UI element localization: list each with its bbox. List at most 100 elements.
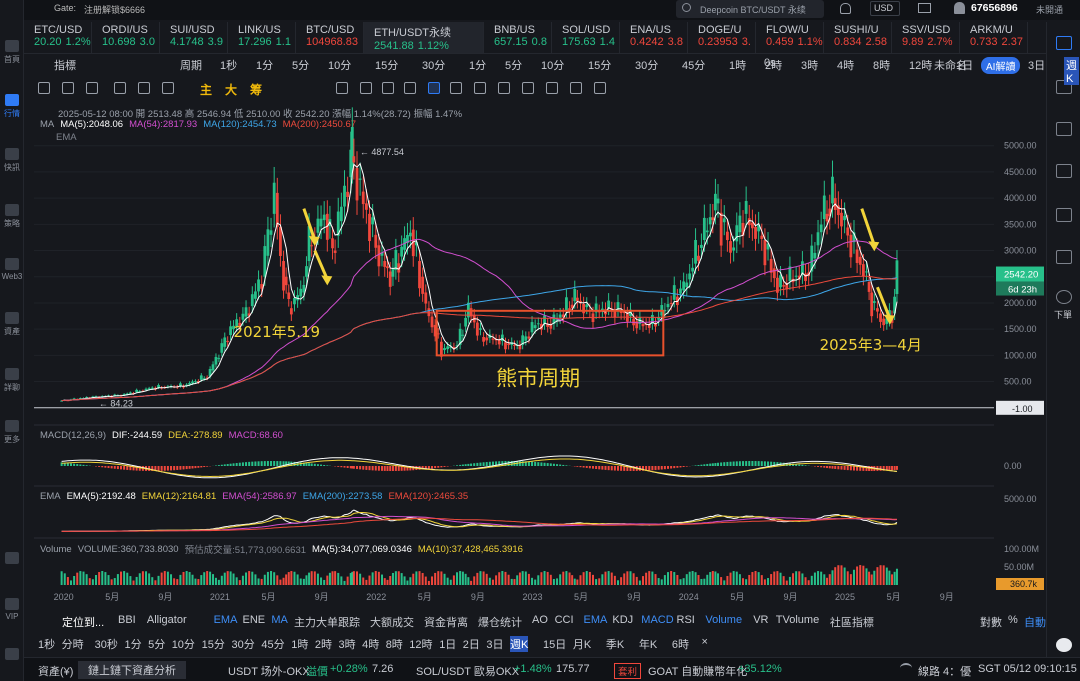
left-nav-item[interactable]: VIP	[0, 598, 24, 621]
drawing-tool-icon[interactable]	[162, 82, 174, 94]
indicator-shortcut[interactable]: 大	[225, 83, 238, 97]
ticker-tab[interactable]: BNB/US 657.15 0.8	[484, 22, 552, 53]
interval-option[interactable]: 30分	[422, 60, 446, 72]
ticker-tab[interactable]: ARKM/U 0.733 2.37	[960, 22, 1028, 53]
interval-option[interactable]: 10分	[541, 60, 565, 72]
indicator-tab[interactable]: EMA	[213, 614, 238, 626]
chart-tool-icon[interactable]	[522, 82, 534, 94]
locate-button[interactable]: 定位到...	[62, 617, 105, 629]
footer-interval[interactable]: 12時	[409, 639, 433, 651]
interval-option[interactable]: 3時	[801, 60, 819, 72]
indicator-tab[interactable]: MA	[271, 614, 288, 626]
footer-interval[interactable]: 8時	[385, 639, 403, 651]
indicator-tab[interactable]: Alligator	[146, 614, 187, 626]
footer-interval[interactable]: 2時	[314, 639, 333, 651]
close-icon[interactable]: ×	[701, 636, 708, 648]
user-status[interactable]: 未開通	[1036, 5, 1064, 15]
left-nav-item[interactable]: 資產	[0, 312, 24, 337]
chart-tool-icon[interactable]	[474, 82, 486, 94]
bell-icon[interactable]	[840, 3, 851, 14]
footer-interval[interactable]: 15日	[543, 639, 567, 651]
order-label[interactable]: 下單	[1054, 310, 1073, 320]
footer-interval[interactable]: 2日	[462, 639, 480, 651]
chart-tool-icon[interactable]	[450, 82, 462, 94]
scale-option[interactable]: 自動	[1024, 617, 1046, 629]
layout-name[interactable]: 未命名	[934, 60, 967, 72]
indicator-tab[interactable]: EMA	[583, 614, 608, 626]
footer-interval[interactable]: 1日	[439, 639, 457, 651]
indicator-shortcut[interactable]: 筹	[250, 83, 263, 97]
drawing-tool-icon[interactable]	[38, 82, 50, 94]
footer-interval[interactable]: 10分	[171, 639, 195, 651]
left-nav-item[interactable]: 詳聊	[0, 368, 24, 393]
left-nav-item[interactable]: Web3	[0, 258, 24, 281]
indicator-tab[interactable]: TVolume	[775, 614, 820, 626]
ticker-tab[interactable]: SUI/USD 4.1748 3.9	[160, 22, 228, 53]
footer-interval[interactable]: 3時	[338, 639, 356, 651]
indicator-tab[interactable]: Volume	[705, 614, 743, 626]
layout-icon[interactable]	[1056, 36, 1072, 50]
interval-option[interactable]: 週K	[1064, 57, 1079, 85]
scale-option[interactable]: 對數	[980, 617, 1002, 629]
ticker-tab[interactable]: SSV/USD 9.89 2.7%	[892, 22, 960, 53]
ticker2-name[interactable]: SOL/USDT 歐易OKX	[416, 666, 520, 678]
indicator-tab[interactable]: 主力大单跟踪	[294, 617, 360, 629]
chart-tool-icon[interactable]	[498, 82, 510, 94]
ticker1-name[interactable]: USDT 场外-OKX	[228, 666, 310, 678]
ticker-tab[interactable]: ENA/US 0.4242 3.8	[620, 22, 688, 53]
interval-option[interactable]: 5分	[505, 60, 523, 72]
indicator-tab[interactable]: 資金背离	[424, 617, 468, 629]
left-nav-item[interactable]: 行情	[0, 94, 24, 119]
footer-interval[interactable]: 1時	[291, 639, 309, 651]
info-icon[interactable]	[1056, 164, 1072, 178]
footer-interval[interactable]: 1分	[124, 639, 142, 651]
indicator-tab[interactable]: VR	[753, 614, 769, 626]
ticker-tab[interactable]: ORDI/US 10.698 3.0	[92, 22, 160, 53]
chart-tool-icon[interactable]	[336, 82, 348, 94]
ticker-tab[interactable]: SOL/USD 175.63 1.4	[552, 22, 620, 53]
drawing-tool-icon[interactable]	[114, 82, 126, 94]
left-nav-item[interactable]: 策略	[0, 204, 24, 229]
footer-interval[interactable]: 月K	[572, 639, 592, 651]
ticker-tab[interactable]: ETC/USD 20.20 1.2%	[24, 22, 92, 53]
price-chart[interactable]: 5000.004500.004000.003500.003000.002500.…	[34, 100, 1046, 605]
search-input[interactable]: Deepcoin BTC/USDT 永续	[676, 0, 824, 18]
calc-icon[interactable]	[1056, 250, 1072, 264]
period-button[interactable]: 周期	[180, 60, 202, 72]
interval-option[interactable]: 15分	[588, 60, 612, 72]
gate-promo[interactable]: 注册解锁$6666	[84, 5, 146, 15]
footer-interval[interactable]: 6時	[671, 639, 690, 651]
scale-option[interactable]: %	[1008, 614, 1018, 626]
interval-option[interactable]: 15分	[375, 60, 399, 72]
ticker-tab[interactable]: BTC/USD 104968.83	[296, 22, 364, 53]
trades-icon[interactable]	[1056, 122, 1072, 136]
interval-option[interactable]: 1分	[256, 60, 274, 72]
left-nav-item[interactable]	[0, 552, 24, 566]
interval-option[interactable]: 5分	[292, 60, 310, 72]
interval-option[interactable]: 10分	[328, 60, 352, 72]
chart-tool-icon[interactable]	[404, 82, 416, 94]
indicator-tab[interactable]: RSI	[676, 614, 695, 626]
chart-tool-icon[interactable]	[570, 82, 582, 94]
interval-option[interactable]: 3日	[1028, 60, 1046, 72]
indicators-button[interactable]: 指標	[54, 60, 76, 72]
interval-option[interactable]: 45分	[682, 60, 706, 72]
indicator-tab[interactable]: 社區指標	[829, 617, 874, 629]
footer-interval[interactable]: 季K	[605, 639, 625, 651]
footer-interval[interactable]: 30秒	[94, 639, 118, 651]
footer-interval[interactable]: 5分	[148, 639, 166, 651]
footer-interval[interactable]: 1秒	[38, 639, 56, 651]
ticker-tab[interactable]: LINK/US 17.296 1.1	[228, 22, 296, 53]
indicator-tab[interactable]: AO	[532, 614, 548, 626]
interval-option[interactable]: 8時	[873, 60, 891, 72]
left-nav-item[interactable]	[0, 648, 24, 662]
interval-option[interactable]: 4時	[837, 60, 855, 72]
order-icon[interactable]	[1056, 290, 1072, 304]
left-nav-item[interactable]: 更多	[0, 420, 24, 445]
chart-tool-icon[interactable]	[428, 82, 440, 94]
footer-interval[interactable]: 30分	[231, 639, 255, 651]
ticker3-name[interactable]: GOAT 自動賺幣年化	[648, 666, 748, 678]
indicator-tab[interactable]: ENE	[242, 614, 266, 626]
left-nav-item[interactable]: 首頁	[0, 40, 24, 65]
left-nav-item[interactable]: 快訊	[0, 148, 24, 173]
